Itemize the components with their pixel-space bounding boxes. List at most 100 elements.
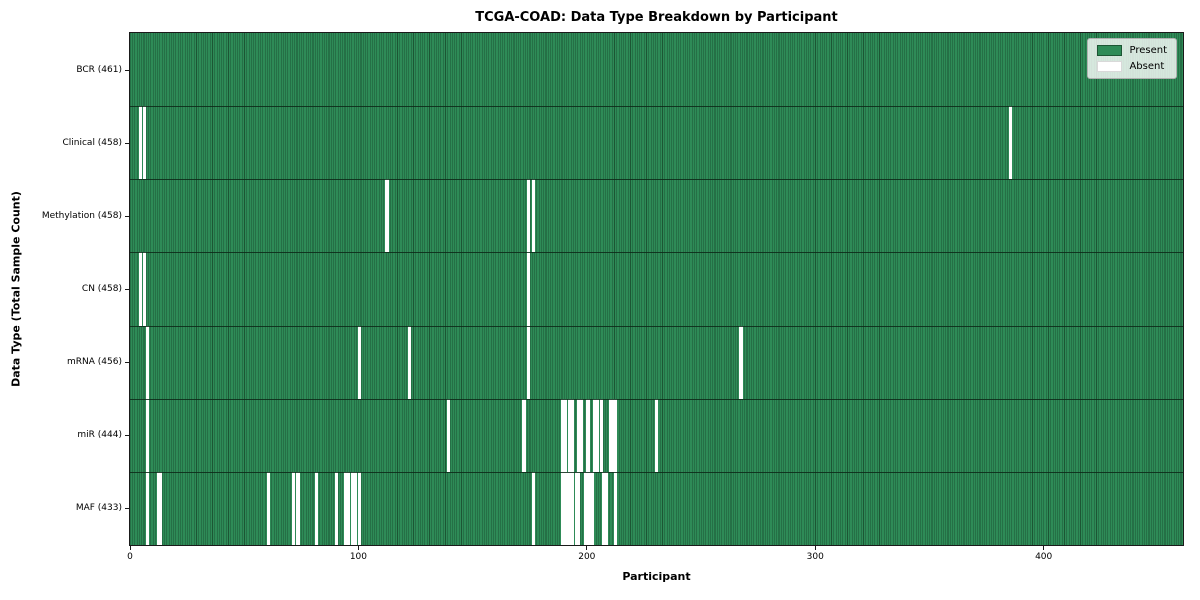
absent-gap: [613, 471, 617, 545]
x-tick-mark: [357, 546, 359, 550]
absent-gap: [613, 398, 617, 472]
y-tick-mark: [125, 142, 129, 144]
plot-area: Present Absent: [129, 32, 1184, 546]
absent-gap: [1009, 106, 1013, 180]
absent-gap: [138, 252, 142, 326]
absent-gap: [586, 398, 590, 472]
absent-gap: [570, 398, 574, 472]
absent-gap: [531, 179, 535, 253]
absent-gap: [586, 471, 590, 545]
absent-gap: [527, 325, 531, 399]
absent-gap: [563, 398, 567, 472]
legend-item-absent: Absent: [1097, 61, 1167, 72]
row-separator: [130, 398, 1183, 400]
x-tick-mark: [814, 546, 816, 550]
absent-gap: [579, 398, 583, 472]
absent-gap: [654, 398, 659, 472]
y-tick-label: MAF (433): [75, 503, 122, 514]
x-tick-mark: [1043, 546, 1045, 550]
legend-absent-label: Absent: [1129, 61, 1165, 72]
row-Methylation: [130, 179, 1183, 253]
row-separator: [130, 106, 1183, 108]
y-tick-label: BCR (461): [76, 64, 122, 75]
x-tick-label: 100: [349, 552, 367, 562]
y-tick-label: CN (458): [81, 284, 122, 294]
absent-gap: [609, 398, 613, 472]
absent-gap: [408, 325, 412, 399]
absent-gap: [143, 252, 147, 326]
absent-gap: [584, 471, 588, 545]
absent-gap: [353, 471, 357, 545]
x-axis-label: Participant: [622, 570, 691, 583]
legend-item-present: Present: [1097, 45, 1167, 56]
absent-gap: [344, 471, 348, 545]
y-tick-mark: [125, 215, 129, 217]
absent-gap: [611, 398, 615, 472]
absent-gap: [157, 471, 161, 545]
absent-gap: [296, 471, 300, 545]
absent-gap: [138, 106, 142, 180]
y-tick-mark: [125, 69, 129, 71]
row-MAF: [130, 471, 1183, 545]
absent-gap: [568, 398, 572, 472]
absent-gap: [588, 471, 592, 545]
absent-gap: [561, 471, 565, 545]
absent-gap: [346, 471, 350, 545]
absent-gap: [266, 471, 270, 545]
y-tick-mark: [125, 508, 129, 510]
absent-gap: [602, 471, 606, 545]
y-tick-label: Clinical (458): [62, 137, 122, 148]
y-tick-label: mRNA (456): [67, 357, 122, 368]
absent-gap: [570, 471, 574, 545]
absent-gap: [595, 398, 599, 472]
absent-gap: [143, 106, 147, 180]
absent-gap: [563, 471, 567, 545]
absent-gap: [600, 398, 604, 472]
row-separator: [130, 325, 1183, 327]
absent-gap: [358, 325, 362, 399]
absent-gap: [577, 398, 581, 472]
absent-gap: [291, 471, 295, 545]
row-separator: [130, 471, 1183, 473]
x-tick-label: 300: [806, 552, 824, 562]
absent-gap: [522, 398, 526, 472]
absent-gap: [358, 471, 362, 545]
x-tick-label: 400: [1035, 552, 1053, 562]
x-tick-label: 0: [127, 552, 133, 562]
absent-gap: [577, 471, 581, 545]
absent-gap: [593, 398, 597, 472]
absent-gap: [568, 471, 572, 545]
absent-gap: [591, 471, 595, 545]
legend: Present Absent: [1087, 38, 1177, 79]
x-tick-mark: [129, 546, 131, 550]
absent-gap: [351, 471, 355, 545]
y-tick-label: miR (444): [77, 430, 122, 441]
row-CN: [130, 252, 1183, 326]
absent-gap: [145, 325, 149, 399]
absent-gap: [561, 398, 565, 472]
row-miR: [130, 398, 1183, 472]
legend-present-swatch: [1097, 45, 1123, 56]
x-tick-label: 200: [578, 552, 596, 562]
absent-gap: [159, 471, 163, 545]
y-tick-mark: [125, 362, 129, 364]
x-tick-mark: [586, 546, 588, 550]
absent-gap: [385, 179, 389, 253]
absent-gap: [335, 471, 339, 545]
absent-gap: [314, 471, 318, 545]
row-BCR: [130, 33, 1183, 107]
absent-gap: [575, 471, 579, 545]
absent-gap: [145, 471, 149, 545]
chart-title: TCGA-COAD: Data Type Breakdown by Partic…: [475, 10, 838, 25]
absent-gap: [527, 252, 531, 326]
absent-gap: [531, 471, 535, 545]
absent-gap: [527, 179, 531, 253]
row-mRNA: [130, 325, 1183, 399]
row-separator: [130, 179, 1183, 181]
absent-gap: [145, 398, 149, 472]
legend-absent-swatch: [1097, 61, 1123, 72]
absent-gap: [447, 398, 451, 472]
y-tick-mark: [125, 435, 129, 437]
y-tick-mark: [125, 289, 129, 290]
